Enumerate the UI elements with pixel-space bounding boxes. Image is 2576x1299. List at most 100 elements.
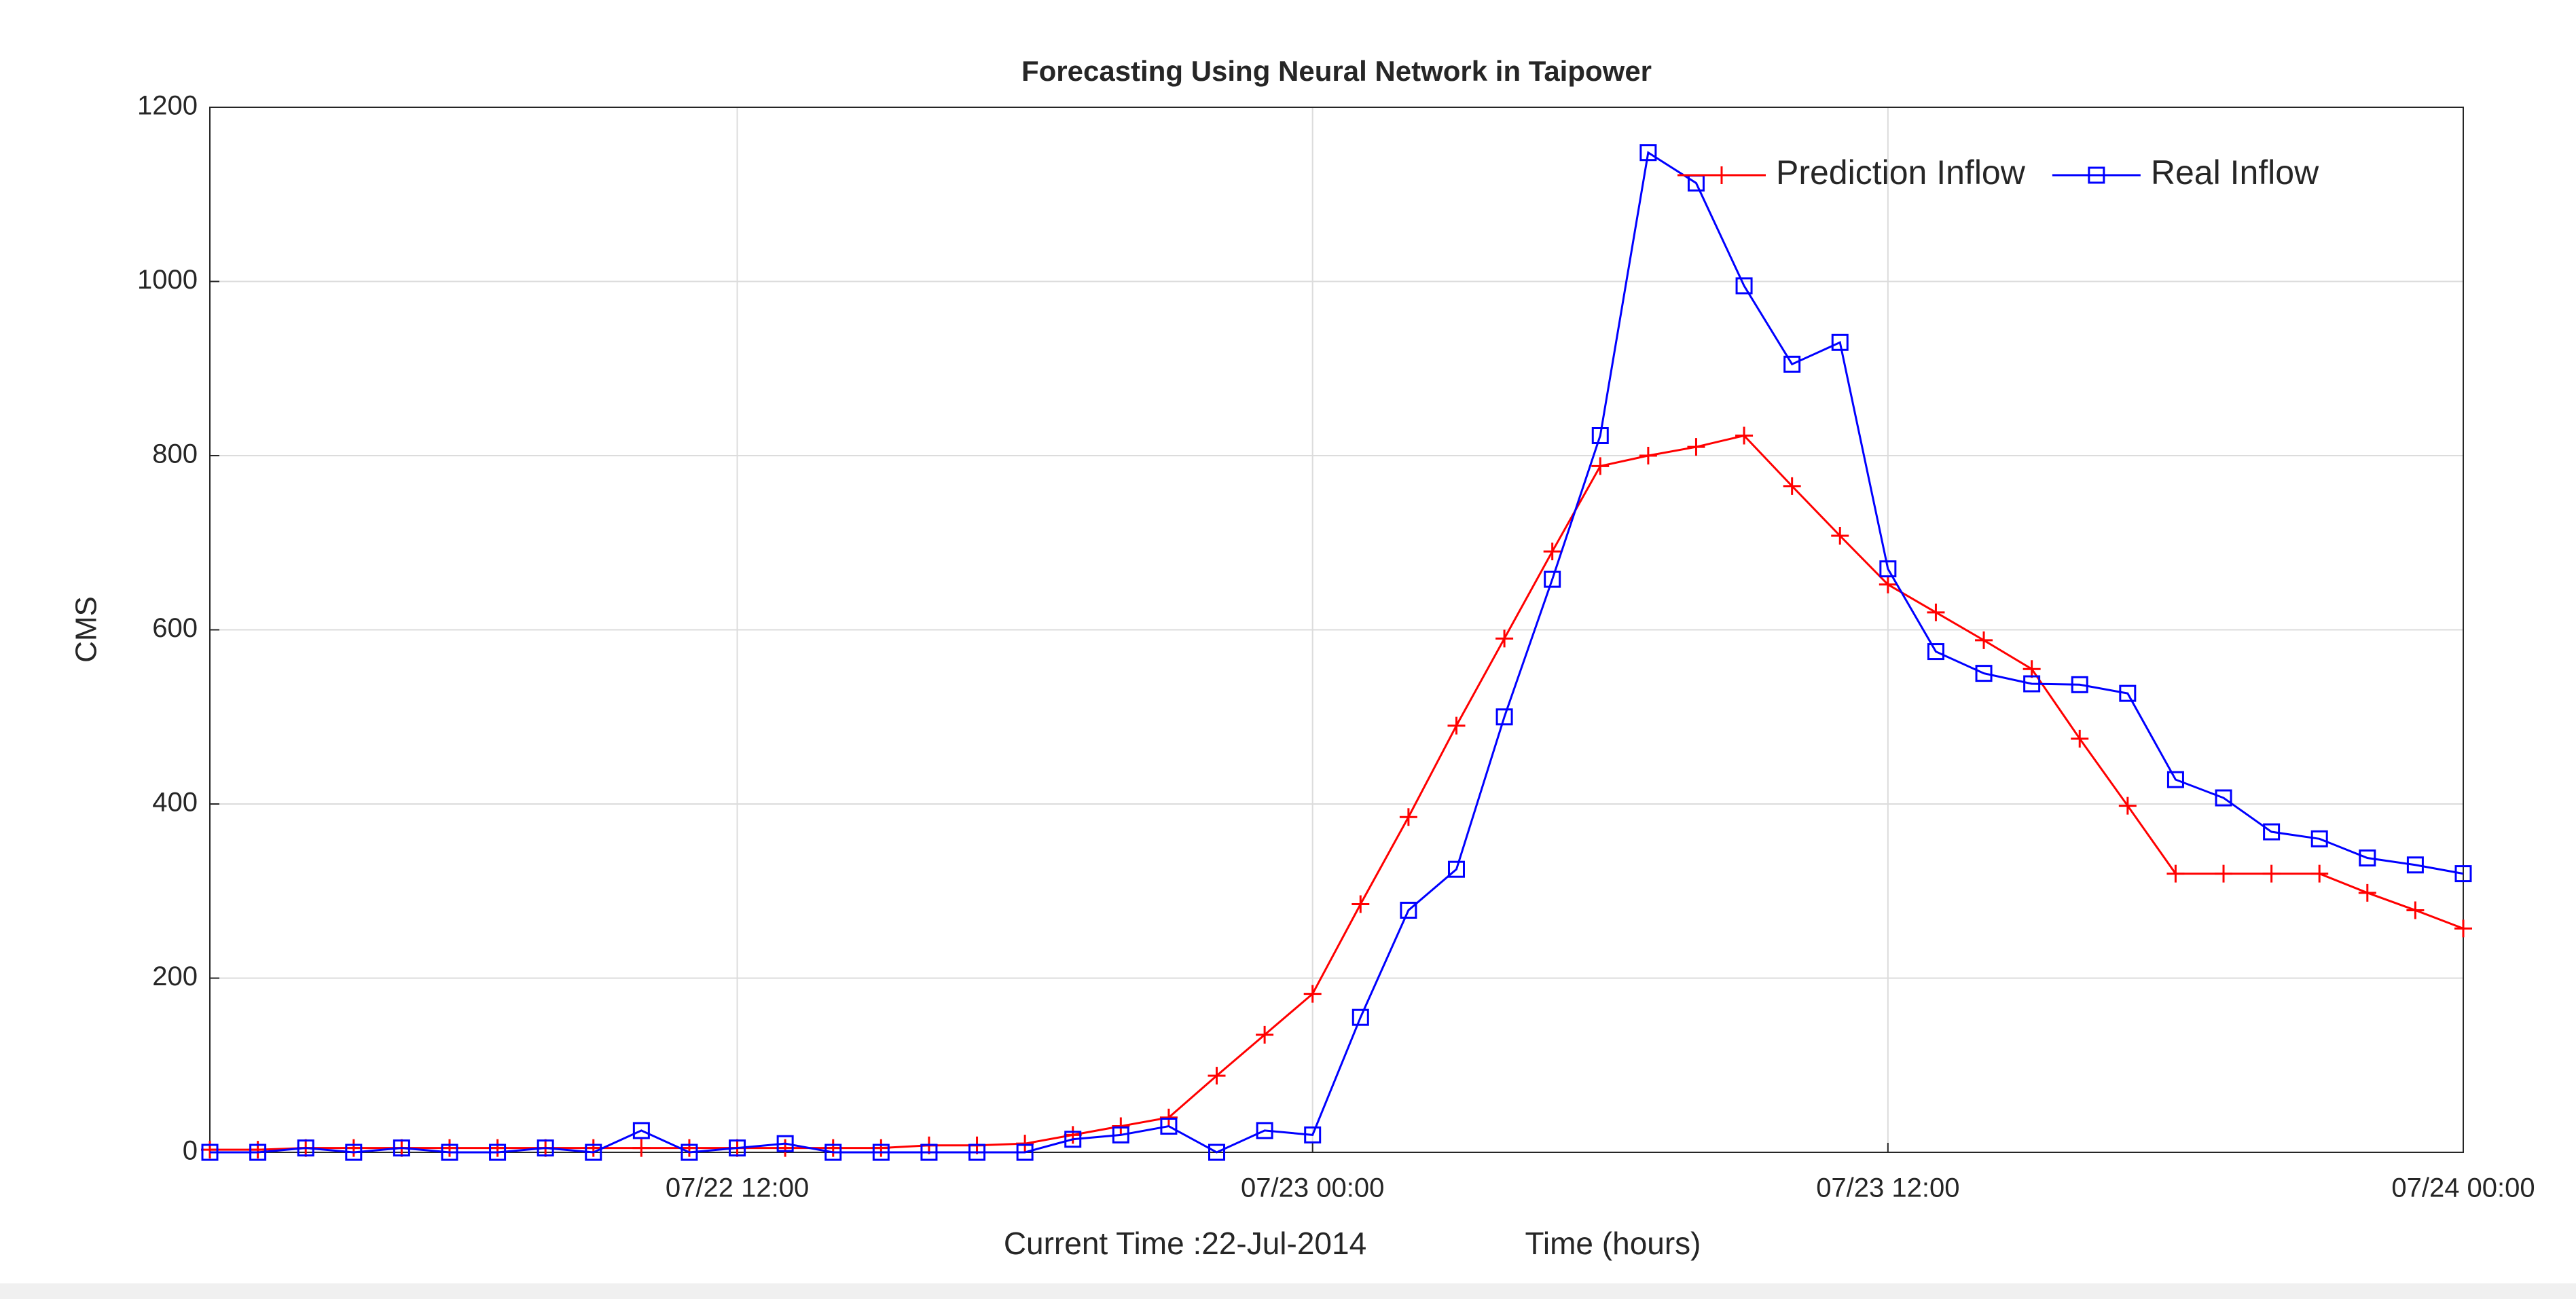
- point: [1064, 1131, 1082, 1148]
- point: [1160, 1118, 1178, 1135]
- point: [1112, 1117, 1130, 1135]
- point: [2406, 901, 2425, 919]
- point: [1831, 526, 1849, 545]
- point: [1735, 277, 1753, 295]
- legend-label: Real Inflow: [2151, 153, 2319, 191]
- point: [2166, 864, 2185, 883]
- point: [1256, 1122, 1273, 1139]
- point: [1208, 1067, 1226, 1085]
- point: [201, 1141, 219, 1159]
- y-tick-label: 1000: [137, 265, 198, 295]
- point: [824, 1144, 842, 1161]
- legend: Prediction Inflow Real Inflow: [1677, 153, 2319, 191]
- point: [345, 1144, 363, 1161]
- y-tick-label: 800: [152, 439, 198, 469]
- point: [2166, 771, 2184, 788]
- point: [1927, 643, 1944, 661]
- point: [2119, 684, 2137, 702]
- point: [2071, 676, 2088, 693]
- point: [632, 1122, 650, 1139]
- point: [2358, 883, 2376, 902]
- point: [1591, 427, 1609, 445]
- point: [2023, 675, 2041, 693]
- point: [537, 1139, 554, 1157]
- point: [585, 1144, 602, 1161]
- x-tick-label: 07/23 12:00: [1816, 1173, 1959, 1203]
- point: [920, 1144, 938, 1161]
- point: [249, 1141, 267, 1159]
- point: [1304, 1126, 1322, 1144]
- point: [1447, 860, 1465, 878]
- point: [2215, 789, 2232, 807]
- point: [488, 1139, 507, 1157]
- point: [729, 1139, 746, 1157]
- point: [1303, 985, 1322, 1003]
- point: [1831, 333, 1849, 351]
- point: [393, 1139, 410, 1157]
- point: [1687, 438, 1705, 456]
- point: [968, 1144, 986, 1161]
- point: [680, 1139, 698, 1157]
- point: [1016, 1144, 1034, 1161]
- x-tick-label: 07/22 12:00: [666, 1173, 809, 1203]
- point: [1543, 543, 1561, 561]
- point: [2359, 849, 2376, 867]
- x-axis-label: Time (hours): [1525, 1226, 1701, 1261]
- point: [2310, 830, 2328, 847]
- point: [2215, 864, 2233, 883]
- point: [584, 1139, 602, 1157]
- point: [2022, 660, 2041, 678]
- point: [681, 1144, 698, 1161]
- point: [1544, 570, 1561, 588]
- point: [2454, 919, 2472, 938]
- point: [344, 1139, 363, 1157]
- point: [776, 1135, 794, 1152]
- y-tick-label: 200: [152, 962, 198, 991]
- y-axis-label: CMS: [70, 596, 103, 663]
- point: [824, 1139, 842, 1157]
- point: [489, 1144, 507, 1161]
- point: [1735, 426, 1754, 445]
- y-tick-label: 1200: [137, 91, 198, 121]
- point: [1975, 665, 1993, 682]
- y-tick-label: 0: [183, 1136, 198, 1166]
- point: [1256, 1025, 1274, 1044]
- annotation: Current Time :22-Jul-2014: [1004, 1226, 1366, 1261]
- point: [1495, 629, 1514, 648]
- point: [1639, 447, 1657, 464]
- y-tick-label: 400: [152, 788, 198, 818]
- point: [1064, 1126, 1082, 1144]
- point: [776, 1139, 795, 1157]
- point: [1783, 477, 1801, 495]
- point: [632, 1139, 651, 1157]
- legend-marker: [2088, 166, 2105, 184]
- point: [1927, 603, 1945, 621]
- legend-label: Prediction Inflow: [1776, 153, 2026, 191]
- point: [872, 1144, 890, 1161]
- point: [1783, 355, 1801, 373]
- chart-title: Forecasting Using Neural Network in Taip…: [1021, 55, 1652, 87]
- point: [1447, 716, 1466, 735]
- point: [1399, 808, 1417, 826]
- point: [2262, 864, 2281, 883]
- point: [249, 1144, 267, 1161]
- point: [1159, 1108, 1178, 1127]
- point: [2118, 797, 2137, 815]
- point: [441, 1144, 458, 1161]
- x-tick-label: 07/24 00:00: [2391, 1173, 2535, 1203]
- point: [440, 1139, 458, 1157]
- point: [1208, 1144, 1226, 1161]
- point: [1016, 1135, 1034, 1153]
- y-tick-label: 600: [152, 613, 198, 643]
- point: [1879, 560, 1897, 578]
- point: [1400, 901, 1417, 919]
- point: [1975, 631, 1993, 649]
- point: [2454, 865, 2472, 883]
- x-tick-label: 07/23 00:00: [1241, 1173, 1384, 1203]
- point: [1495, 708, 1513, 726]
- point: [2406, 856, 2424, 874]
- point: [201, 1144, 219, 1161]
- point: [297, 1139, 314, 1157]
- point: [1352, 895, 1370, 913]
